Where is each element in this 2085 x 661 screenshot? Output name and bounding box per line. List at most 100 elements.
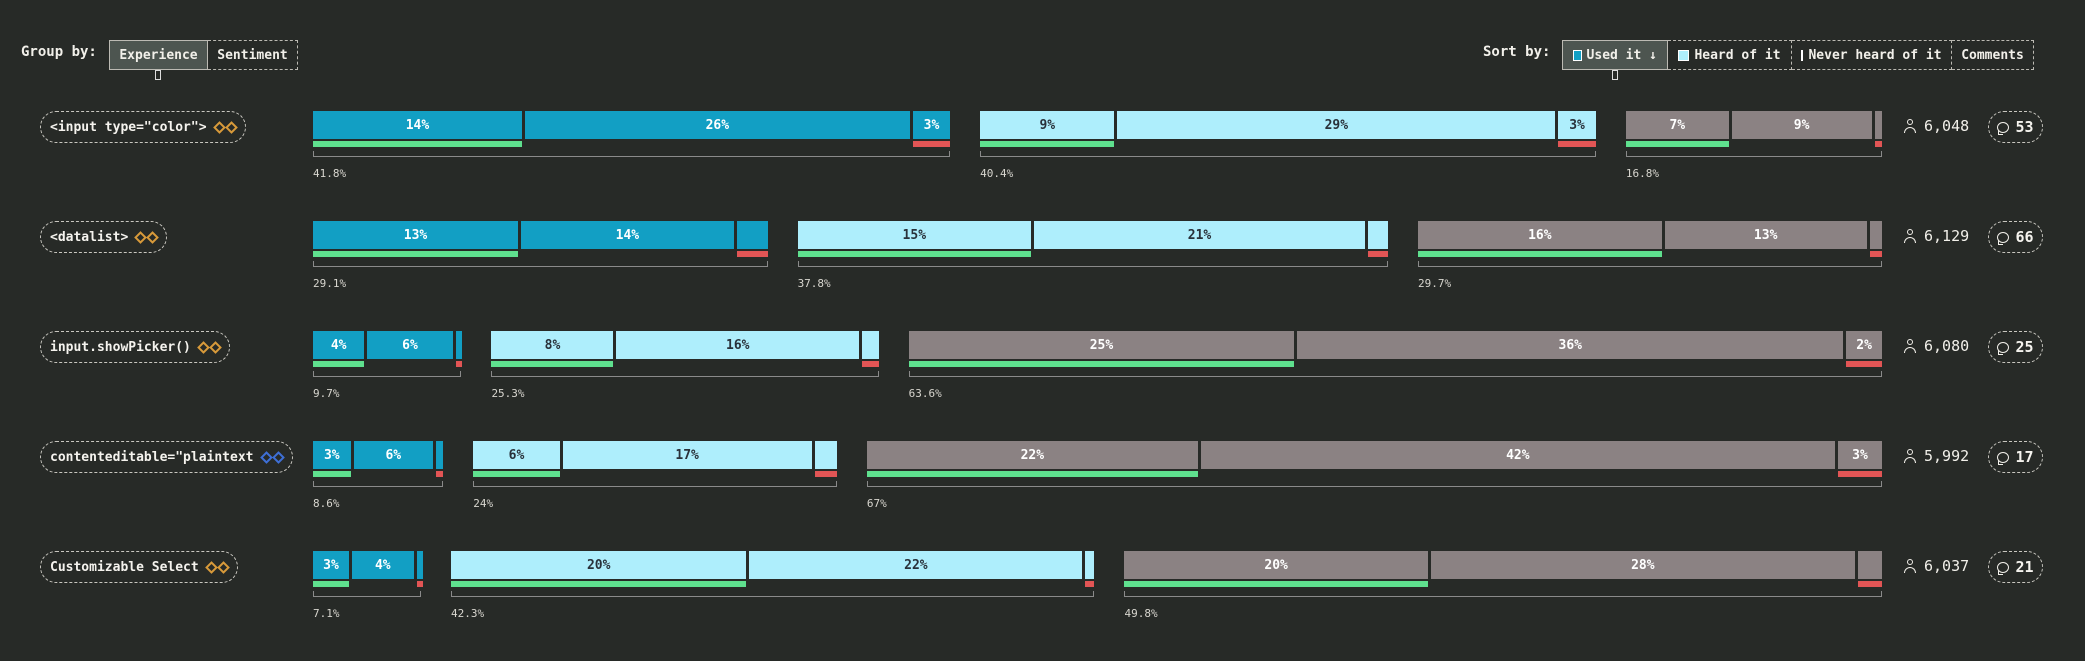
sort-by-options: Used it ↓ Heard of it Never heard of it … (1562, 40, 2034, 70)
group-total-label: 29.7% (1418, 277, 1452, 290)
segment-percent-label: 3% (1569, 117, 1585, 133)
never-segment[interactable]: 42% (1200, 441, 1835, 469)
used-segment[interactable] (736, 221, 768, 249)
used-segment[interactable]: 4% (313, 331, 365, 359)
never-segment[interactable]: 16% (1418, 221, 1662, 249)
positive-sentiment-bar (313, 141, 522, 147)
segment-percent-label: 16% (726, 337, 750, 353)
sort-heard-of-it-label: Heard of it (1694, 47, 1781, 63)
feature-name-pill[interactable]: contenteditable="plaintext (40, 441, 293, 473)
group-bracket (908, 371, 1882, 377)
heard-segment[interactable] (862, 331, 879, 359)
segment-percent-label: 20% (586, 557, 611, 573)
used-segment[interactable]: 3% (912, 111, 951, 139)
used-segment[interactable]: 3% (313, 441, 351, 469)
group-total-label: 25.3% (491, 387, 525, 400)
heard-segment[interactable]: 3% (1558, 111, 1596, 139)
heard-segment[interactable]: 16% (616, 331, 860, 359)
never-segment[interactable]: 2% (1846, 331, 1882, 359)
never-segment[interactable]: 7% (1625, 111, 1729, 139)
feature-name-pill[interactable]: <input type="color"> (40, 111, 246, 143)
never-segment[interactable]: 25% (908, 331, 1295, 359)
heard-segment[interactable] (1367, 221, 1389, 249)
group-total-label: 9.7% (313, 387, 340, 400)
comment-bubble-icon (1997, 231, 2010, 245)
segment-percent-label: 13% (403, 227, 428, 243)
never-segment[interactable]: 9% (1731, 111, 1872, 139)
feature-name: contenteditable="plaintext (50, 449, 254, 465)
never-segment[interactable]: 3% (1837, 441, 1882, 469)
heard-segment[interactable]: 21% (1034, 221, 1365, 249)
heard-segment[interactable]: 15% (797, 221, 1032, 249)
feature-name-pill[interactable]: Customizable Select (40, 551, 238, 583)
used-segment[interactable]: 6% (353, 441, 434, 469)
segment-percent-label: 7% (1669, 117, 1686, 133)
comments-button[interactable]: 66 (1988, 221, 2043, 253)
segment-percent-label: 3% (923, 117, 940, 133)
never-segment[interactable]: 20% (1124, 551, 1428, 579)
heard-segment[interactable]: 20% (451, 551, 747, 579)
negative-sentiment-bar (862, 361, 879, 367)
negative-sentiment-bar (1367, 251, 1389, 257)
group-bracket (313, 261, 768, 267)
group-by-experience-button[interactable]: Experience (109, 40, 208, 70)
used-segment[interactable] (436, 441, 444, 469)
negative-sentiment-bar (1837, 471, 1882, 477)
group-by-sentiment-button[interactable]: Sentiment (208, 40, 298, 70)
heard-segment[interactable]: 17% (562, 441, 812, 469)
heard-segment[interactable]: 6% (473, 441, 560, 469)
never-segment[interactable] (1857, 551, 1882, 579)
comments-button[interactable]: 17 (1988, 441, 2043, 473)
heard-segment[interactable]: 22% (749, 551, 1083, 579)
group-bracket (1625, 151, 1882, 157)
group-total-label: 67% (866, 497, 887, 510)
used-segment[interactable] (416, 551, 423, 579)
used-segment[interactable]: 14% (521, 221, 734, 249)
negative-sentiment-bar (1846, 361, 1882, 367)
never-segment[interactable]: 28% (1430, 551, 1855, 579)
heard-segment[interactable]: 8% (491, 331, 614, 359)
heard-segment[interactable]: 9% (980, 111, 1115, 139)
negative-sentiment-bar (736, 251, 768, 257)
never-segment[interactable]: 13% (1664, 221, 1867, 249)
heard-segment[interactable] (1085, 551, 1095, 579)
used-segment[interactable]: 4% (351, 551, 414, 579)
used-segment[interactable]: 14% (313, 111, 522, 139)
never-segment[interactable] (1874, 111, 1882, 139)
feature-row: Customizable Select 3% 4% 7.1% 20% 22% 42.3% 20… (0, 551, 2085, 661)
used-segment[interactable]: 3% (313, 551, 349, 579)
group-bracket (980, 151, 1596, 157)
never-segment[interactable] (1869, 221, 1882, 249)
positive-sentiment-bar (473, 471, 560, 477)
user-icon (1904, 339, 1916, 353)
sort-heard-of-it-button[interactable]: Heard of it (1668, 40, 1792, 70)
feature-name-pill[interactable]: <datalist> (40, 221, 168, 253)
comment-bubble-icon (1997, 341, 2010, 355)
never-segment[interactable]: 36% (1297, 331, 1844, 359)
segment-percent-label: 21% (1187, 227, 1212, 243)
negative-sentiment-bar (1874, 141, 1882, 147)
heard-segment[interactable] (814, 441, 837, 469)
used-segment[interactable]: 26% (524, 111, 910, 139)
heard-segment[interactable]: 29% (1117, 111, 1556, 139)
used-segment[interactable] (455, 331, 462, 359)
never-segment[interactable]: 22% (866, 441, 1198, 469)
negative-sentiment-bar (416, 581, 423, 587)
positive-sentiment-bar (866, 471, 1198, 477)
positive-sentiment-bar (797, 251, 1032, 257)
positive-sentiment-bar (980, 141, 1115, 147)
comments-button[interactable]: 53 (1988, 111, 2043, 143)
sort-never-heard-button[interactable]: Never heard of it (1792, 40, 1952, 70)
group-bracket (313, 591, 421, 597)
used-segment[interactable]: 6% (367, 331, 453, 359)
comments-button[interactable]: 25 (1988, 331, 2043, 363)
feature-name-pill[interactable]: input.showPicker() (40, 331, 230, 363)
segment-percent-label: 4% (374, 557, 391, 573)
sort-comments-button[interactable]: Comments (1952, 40, 2034, 70)
sort-used-it-label: Used it ↓ (1586, 47, 1657, 63)
used-segment[interactable]: 13% (313, 221, 519, 249)
comments-button[interactable]: 21 (1988, 551, 2043, 583)
segment-percent-label: 16% (1528, 227, 1552, 243)
group-bracket (1418, 261, 1882, 267)
sort-used-it-button[interactable]: Used it ↓ (1562, 40, 1668, 70)
